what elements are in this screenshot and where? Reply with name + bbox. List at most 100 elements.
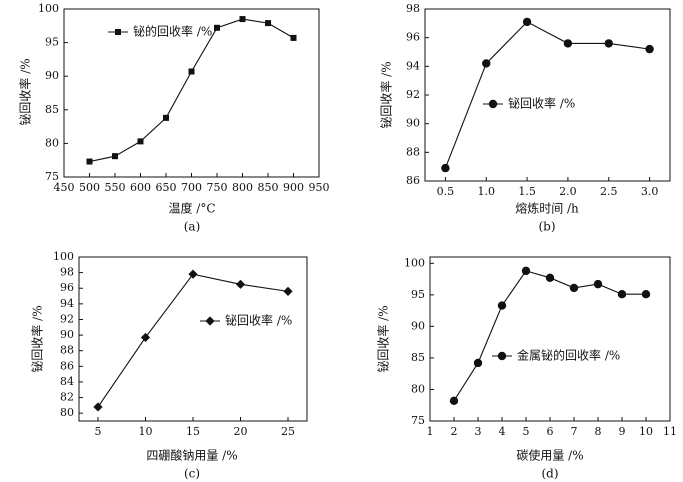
y-tick-label: 80 bbox=[411, 382, 425, 395]
x-tick-label: 25 bbox=[281, 425, 295, 438]
data-point bbox=[137, 138, 144, 145]
data-point bbox=[641, 290, 651, 299]
x-tick-label: 750 bbox=[207, 181, 228, 194]
legend: 铋回收率 /% bbox=[200, 313, 292, 328]
x-tick-label: 10 bbox=[139, 425, 153, 438]
data-point bbox=[290, 34, 297, 41]
legend-marker bbox=[115, 29, 121, 35]
x-tick-label: 9 bbox=[619, 425, 626, 438]
x-tick-label: 900 bbox=[283, 181, 304, 194]
data-point bbox=[593, 279, 603, 289]
y-tick-label: 80 bbox=[45, 136, 59, 149]
legend-label: 金属铋的回收率 /% bbox=[517, 348, 620, 363]
y-tick-label: 86 bbox=[60, 359, 74, 372]
y-tick-label: 88 bbox=[60, 344, 74, 357]
legend: 金属铋的回收率 /% bbox=[492, 348, 620, 363]
y-tick-label: 75 bbox=[411, 414, 425, 427]
x-tick-label: 650 bbox=[156, 181, 177, 194]
y-tick-label: 95 bbox=[411, 288, 425, 301]
data-point bbox=[86, 158, 93, 165]
y-tick-label: 95 bbox=[45, 36, 59, 49]
y-tick-label: 90 bbox=[411, 319, 425, 332]
data-point bbox=[521, 266, 531, 276]
panel-caption: (c) bbox=[184, 467, 200, 481]
data-point bbox=[497, 301, 507, 310]
y-axis-label: 铋回收率 /% bbox=[379, 61, 394, 128]
x-tick-label: 20 bbox=[234, 425, 248, 438]
x-axis-label: 四硼酸钠用量 /% bbox=[146, 448, 237, 463]
x-tick-label: 700 bbox=[181, 181, 202, 194]
y-tick-label: 84 bbox=[60, 375, 74, 388]
panel-caption: (d) bbox=[541, 467, 558, 481]
y-axis-label: 铋回收率 /% bbox=[376, 305, 391, 372]
data-point bbox=[112, 153, 118, 160]
chart-panel-c: 5 10 15 20 25 80 82 84 86 88 90 92 94 96 98 100 四硼酸钠用量 /… bbox=[30, 250, 308, 481]
y-axis-label: 铋回收率 /% bbox=[18, 58, 33, 125]
data-point bbox=[441, 163, 450, 173]
plot-frame bbox=[424, 8, 671, 182]
data-point bbox=[545, 273, 555, 283]
legend-label: 铋的回收率 /% bbox=[133, 24, 212, 39]
data-point bbox=[563, 39, 573, 48]
data-point bbox=[188, 68, 195, 75]
y-tick-label: 100 bbox=[53, 250, 74, 263]
x-tick-label: 6 bbox=[547, 425, 554, 438]
x-tick-label: 1 bbox=[427, 425, 434, 438]
legend: 铋回收率 /% bbox=[483, 96, 575, 111]
plot-frame bbox=[78, 256, 308, 422]
legend-label: 铋回收率 /% bbox=[508, 96, 575, 111]
data-point bbox=[214, 24, 220, 31]
x-tick-label: 2.5 bbox=[600, 185, 618, 198]
x-axis-label: 温度 /°C bbox=[168, 201, 215, 216]
y-tick-label: 82 bbox=[60, 391, 74, 404]
y-tick-label: 100 bbox=[38, 2, 59, 15]
y-tick-label: 98 bbox=[406, 2, 420, 15]
x-tick-label: 550 bbox=[105, 181, 126, 194]
y-tick-label: 85 bbox=[411, 351, 425, 364]
data-point bbox=[239, 16, 246, 23]
x-tick-label: 2.0 bbox=[559, 185, 577, 198]
x-axis-label: 熔炼时间 /h bbox=[515, 201, 579, 216]
y-tick-label: 100 bbox=[404, 256, 425, 269]
chart-panel-d: 1 2 3 4 5 6 7 8 9 10 11 75 80 85 90 95 100 碳使用量 /% 铋回收率 /%… bbox=[376, 256, 678, 480]
y-tick-label: 96 bbox=[60, 281, 74, 294]
legend-label: 铋回收率 /% bbox=[225, 313, 292, 328]
legend-marker bbox=[488, 99, 498, 109]
x-tick-label: 8 bbox=[595, 425, 602, 438]
x-tick-label: 3 bbox=[475, 425, 482, 438]
x-tick-label: 5 bbox=[523, 425, 530, 438]
y-tick-label: 98 bbox=[60, 266, 74, 279]
x-tick-label: 1.0 bbox=[478, 185, 496, 198]
data-point bbox=[265, 20, 271, 27]
data-point bbox=[645, 44, 654, 54]
legend-marker bbox=[497, 351, 507, 361]
x-tick-label: 800 bbox=[232, 181, 253, 194]
panel-caption: (a) bbox=[184, 220, 201, 234]
x-tick-label: 7 bbox=[571, 425, 578, 438]
data-point bbox=[93, 402, 103, 412]
x-tick-label: 500 bbox=[79, 181, 100, 194]
x-tick-label: 1.5 bbox=[518, 185, 536, 198]
y-tick-label: 86 bbox=[406, 174, 420, 187]
y-tick-label: 90 bbox=[60, 328, 74, 341]
x-tick-label: 15 bbox=[186, 425, 200, 438]
y-tick-label: 92 bbox=[406, 88, 420, 101]
x-tick-label: 10 bbox=[639, 425, 653, 438]
data-point bbox=[569, 283, 579, 293]
x-tick-label: 0.5 bbox=[437, 185, 455, 198]
legend: 铋的回收率 /% bbox=[108, 24, 212, 39]
x-tick-label: 5 bbox=[95, 425, 102, 438]
y-tick-label: 90 bbox=[406, 117, 420, 130]
y-axis-label: 铋回收率 /% bbox=[30, 305, 45, 372]
y-tick-label: 88 bbox=[406, 145, 420, 158]
y-tick-label: 92 bbox=[60, 312, 74, 325]
y-tick-label: 85 bbox=[45, 103, 59, 116]
series-line bbox=[97, 273, 289, 408]
y-tick-label: 94 bbox=[60, 297, 74, 310]
panel-caption: (b) bbox=[538, 220, 555, 234]
y-tick-label: 96 bbox=[406, 31, 420, 44]
x-tick-label: 3.0 bbox=[641, 185, 659, 198]
data-point bbox=[235, 279, 246, 289]
x-tick-label: 2 bbox=[451, 425, 458, 438]
